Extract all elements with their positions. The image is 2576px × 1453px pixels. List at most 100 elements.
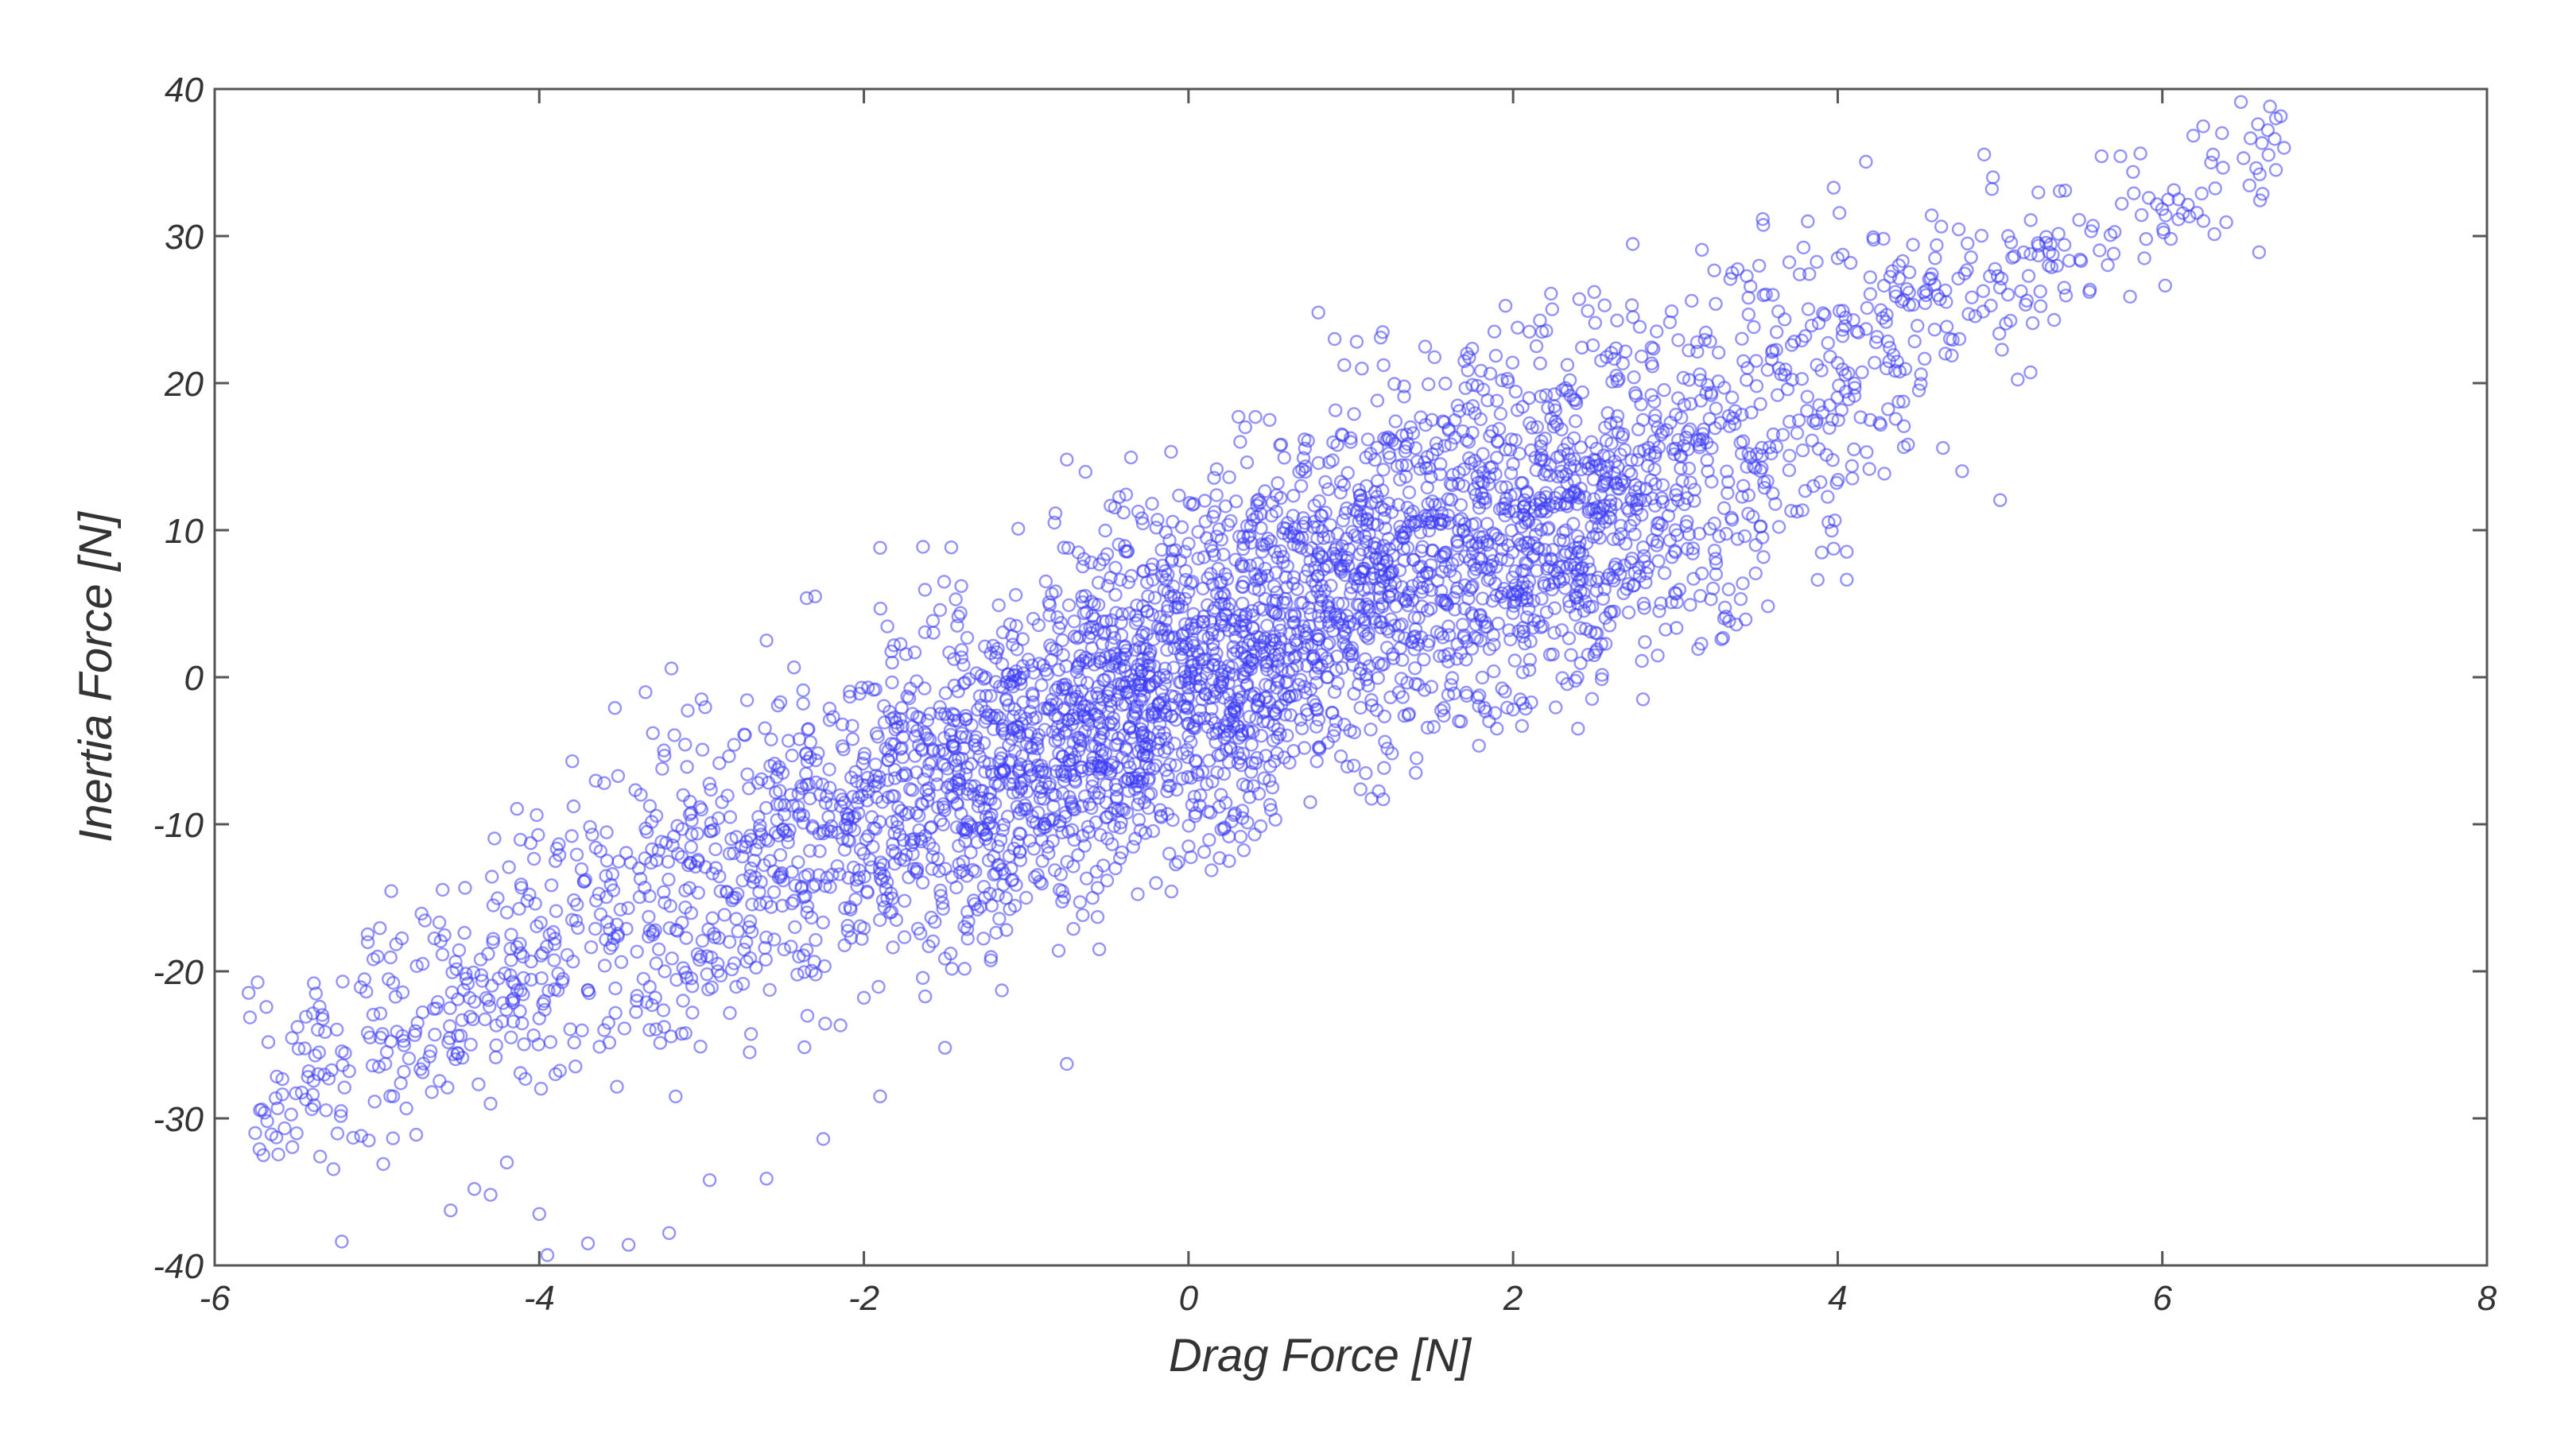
data-point bbox=[1136, 564, 1151, 579]
data-point bbox=[499, 905, 514, 920]
data-point bbox=[2101, 258, 2115, 273]
data-point bbox=[915, 875, 930, 890]
data-point bbox=[845, 732, 860, 746]
data-point bbox=[1960, 263, 1974, 277]
data-point bbox=[886, 836, 900, 851]
data-point bbox=[502, 860, 516, 874]
data-point bbox=[1167, 690, 1182, 704]
data-point bbox=[1154, 569, 1170, 583]
data-point bbox=[794, 881, 809, 896]
data-point bbox=[822, 762, 836, 777]
data-point bbox=[1798, 483, 1813, 498]
data-point bbox=[513, 1004, 527, 1018]
data-point bbox=[982, 708, 996, 723]
data-point bbox=[943, 946, 958, 961]
data-point bbox=[1006, 785, 1021, 800]
data-point bbox=[2113, 149, 2128, 164]
data-point bbox=[2158, 278, 2173, 293]
data-point bbox=[1595, 668, 1609, 682]
data-point bbox=[1076, 560, 1090, 574]
data-point bbox=[759, 895, 774, 910]
data-point bbox=[1704, 388, 1719, 402]
data-point bbox=[784, 940, 798, 954]
data-point bbox=[796, 696, 810, 711]
data-point bbox=[1408, 765, 1423, 780]
data-point bbox=[1802, 267, 1817, 281]
data-point bbox=[1707, 516, 1722, 531]
data-point bbox=[354, 1129, 368, 1143]
data-point bbox=[449, 962, 464, 977]
data-point bbox=[1335, 539, 1349, 553]
data-point bbox=[1712, 529, 1726, 544]
data-point bbox=[621, 1238, 636, 1252]
data-point bbox=[1736, 576, 1750, 591]
data-point bbox=[1214, 533, 1229, 547]
data-point bbox=[1589, 527, 1604, 541]
data-point bbox=[1627, 386, 1643, 401]
data-point bbox=[735, 976, 751, 991]
data-point bbox=[816, 915, 830, 930]
data-point bbox=[555, 974, 569, 990]
data-point bbox=[1588, 459, 1603, 474]
data-point bbox=[1752, 258, 1767, 273]
data-point bbox=[1911, 383, 1926, 397]
data-point bbox=[912, 711, 927, 725]
data-point bbox=[983, 646, 998, 661]
data-point bbox=[1538, 552, 1553, 567]
data-point bbox=[1353, 494, 1368, 509]
data-point bbox=[972, 793, 986, 808]
data-point bbox=[1546, 647, 1560, 661]
data-point bbox=[2031, 185, 2046, 200]
data-point bbox=[1515, 696, 1530, 711]
data-point bbox=[648, 923, 662, 938]
data-point bbox=[963, 817, 977, 831]
data-point bbox=[1161, 599, 1175, 614]
data-point bbox=[630, 989, 644, 1003]
data-point bbox=[1333, 749, 1348, 764]
data-point bbox=[1501, 374, 1515, 389]
data-point bbox=[1437, 415, 1452, 429]
data-point bbox=[585, 827, 599, 842]
data-point bbox=[1221, 829, 1236, 844]
data-point bbox=[1329, 714, 1344, 729]
data-point bbox=[661, 854, 676, 869]
data-point bbox=[950, 618, 964, 633]
data-point bbox=[960, 815, 975, 829]
data-point bbox=[1140, 604, 1154, 619]
data-point bbox=[1310, 531, 1325, 546]
data-point bbox=[1255, 544, 1270, 559]
data-point bbox=[1560, 476, 1574, 490]
data-point bbox=[1222, 470, 1236, 485]
data-point bbox=[1128, 616, 1143, 630]
data-point bbox=[1333, 486, 1348, 500]
data-point bbox=[1724, 390, 1740, 405]
data-point bbox=[805, 963, 819, 978]
data-point bbox=[1724, 513, 1740, 527]
data-point bbox=[669, 972, 684, 987]
data-point bbox=[743, 1027, 758, 1041]
data-point bbox=[1961, 307, 1976, 321]
data-point bbox=[1364, 792, 1379, 806]
data-point bbox=[767, 932, 782, 947]
data-point bbox=[1506, 457, 1520, 471]
x-tick-label: 4 bbox=[1828, 1279, 1847, 1318]
x-tick-label: -4 bbox=[524, 1279, 555, 1318]
data-point bbox=[1974, 228, 1989, 243]
data-point bbox=[1472, 738, 1486, 753]
data-point bbox=[1453, 498, 1468, 512]
data-point bbox=[1721, 409, 1736, 423]
data-point bbox=[1621, 464, 1636, 479]
data-point bbox=[1442, 564, 1457, 579]
data-point bbox=[1693, 367, 1707, 382]
data-point bbox=[1760, 599, 1775, 614]
data-point bbox=[1180, 742, 1194, 757]
data-point bbox=[753, 818, 767, 833]
data-point bbox=[1297, 641, 1312, 655]
plot-area-background bbox=[215, 89, 2487, 1265]
data-point bbox=[1560, 676, 1574, 692]
data-point bbox=[1015, 632, 1030, 646]
data-point bbox=[1245, 603, 1259, 618]
data-point bbox=[1476, 447, 1490, 461]
data-point bbox=[1297, 680, 1312, 694]
data-point bbox=[880, 773, 895, 788]
